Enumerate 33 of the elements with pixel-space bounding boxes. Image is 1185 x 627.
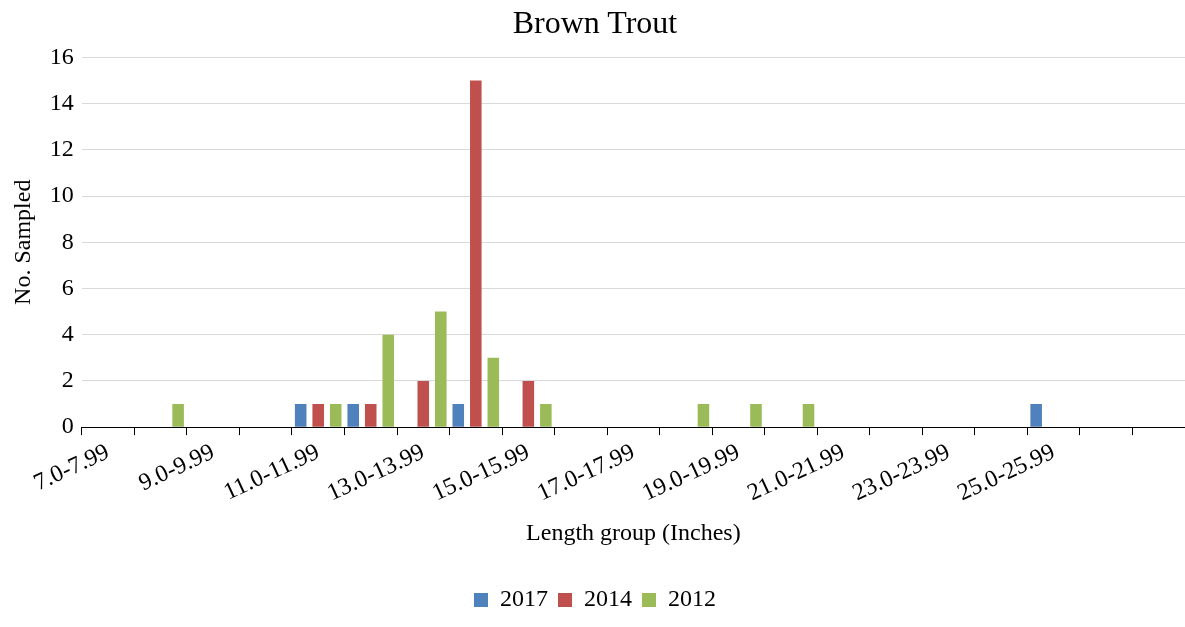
bar	[294, 404, 307, 427]
legend-label: 2014	[584, 585, 632, 612]
bar	[750, 404, 762, 427]
y-tick-label: 4	[61, 320, 74, 347]
bar	[435, 311, 447, 427]
y-tick-label: 10	[49, 181, 74, 208]
legend-label: 2012	[668, 585, 716, 612]
y-tick-label: 12	[49, 135, 74, 162]
bar	[487, 357, 500, 427]
bar	[417, 380, 430, 427]
y-tick-label: 0	[61, 412, 74, 439]
y-tick-label: 6	[61, 273, 74, 300]
legend-label: 2017	[500, 585, 548, 612]
bar	[452, 404, 465, 427]
bar	[329, 404, 342, 427]
y-tick-label: 16	[49, 42, 74, 69]
y-tick-label: 8	[61, 227, 74, 254]
bar	[382, 334, 395, 427]
x-axis-title: Length group (Inches)	[526, 518, 741, 545]
bar	[697, 404, 710, 427]
y-axis-title: No. Sampled	[8, 179, 35, 305]
bar	[172, 404, 184, 427]
bar	[364, 404, 377, 427]
chart-title: Brown Trout	[512, 3, 678, 40]
bar	[312, 404, 324, 427]
bar	[522, 380, 535, 427]
bar	[347, 404, 359, 427]
y-tick-label: 2	[61, 366, 74, 393]
bar	[470, 80, 482, 427]
bar	[802, 404, 815, 427]
bar	[1030, 404, 1042, 427]
y-tick-label: 14	[49, 88, 74, 115]
bar	[540, 404, 552, 427]
